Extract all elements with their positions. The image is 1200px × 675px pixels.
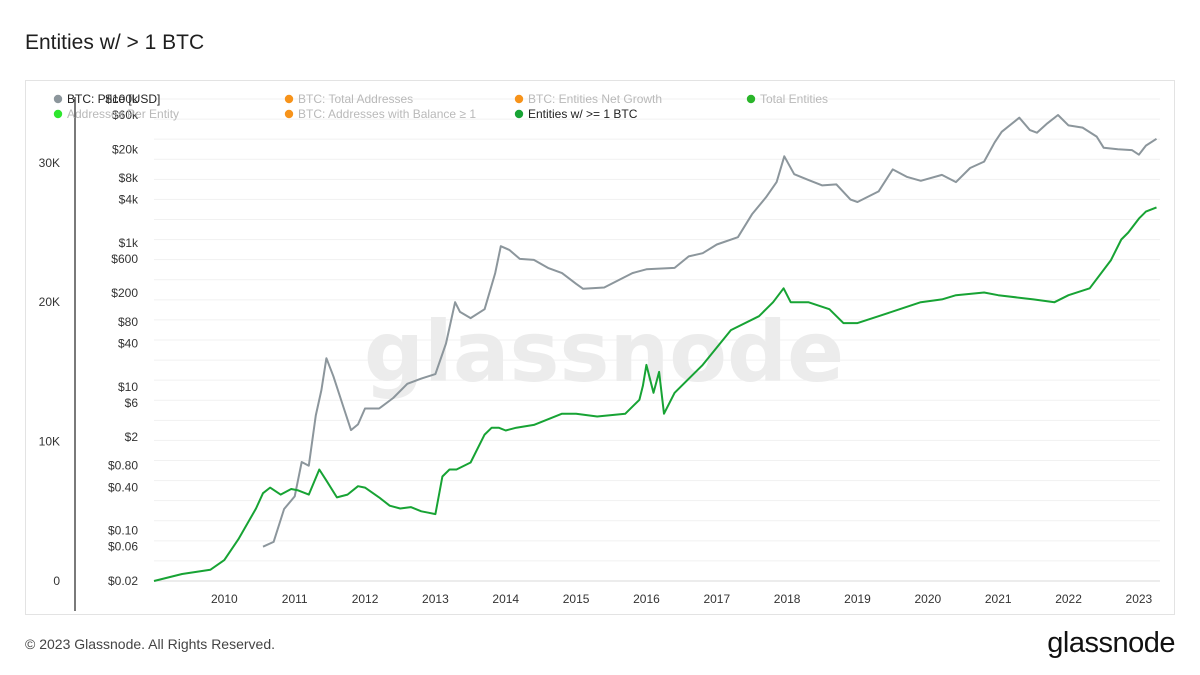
legend-marker — [746, 94, 756, 104]
price-tick-label: $0.40 — [108, 480, 138, 494]
watermark: glassnode — [364, 303, 844, 401]
x-axis-ticks: 2010 2011 2012 2013 2014 2015 2016 2017 2018 2019… — [211, 592, 1153, 606]
brand-logo: glassnode — [1047, 627, 1175, 659]
x-tick-label: 2017 — [703, 592, 730, 606]
legend-marker — [514, 109, 524, 119]
legend-label: BTC: Addresses with Balance ≥ 1 — [298, 107, 476, 121]
x-tick-label: 2010 — [211, 592, 238, 606]
price-tick-label: $200 — [111, 286, 138, 300]
left-axis-ticks: 0 10K 20K 30K — [39, 156, 61, 588]
gridlines — [154, 98, 1160, 582]
entities-tick-label: 0 — [53, 574, 60, 588]
legend-label: Addresses Per Entity — [67, 107, 179, 121]
x-tick-label: 2019 — [844, 592, 871, 606]
x-tick-label: 2020 — [914, 592, 941, 606]
price-axis-ticks: $0.02 $0.06 $0.10 $0.40 $0.80 $2 $6 $10 $40 $80 $2… — [105, 92, 139, 588]
entities-line — [153, 206, 1157, 582]
legend-label: Entities w/ >= 1 BTC — [528, 107, 638, 121]
price-tick-label: $0.06 — [108, 540, 138, 554]
chart-frame: glassnode 0 10K 20K 30K $0.02 $0.06 $0.10 $0.4… — [25, 80, 1175, 615]
legend-label: BTC: Price [USD] — [67, 92, 160, 106]
page-title: Entities w/ > 1 BTC — [25, 31, 205, 54]
price-tick-label: $20k — [112, 142, 139, 156]
price-tick-label: $1k — [119, 236, 139, 250]
price-tick-label: $40 — [118, 336, 138, 350]
chart-svg: glassnode 0 10K 20K 30K $0.02 $0.06 $0.10 $0.4… — [39, 92, 1160, 611]
entities-tick-label: 10K — [39, 435, 60, 449]
legend: BTC: Price [USD] BTC: Total Addresses BTC:… — [53, 92, 828, 121]
x-tick-label: 2021 — [985, 592, 1012, 606]
legend-label: BTC: Entities Net Growth — [528, 92, 662, 106]
price-tick-label: $8k — [119, 171, 139, 185]
series-lines — [153, 114, 1158, 582]
price-tick-label: $2 — [125, 430, 139, 444]
price-tick-label: $10 — [118, 380, 138, 394]
x-tick-label: 2013 — [422, 592, 449, 606]
x-tick-label: 2016 — [633, 592, 660, 606]
legend-label: Total Entities — [760, 92, 828, 106]
legend-marker — [284, 94, 294, 104]
btc-price-line — [262, 114, 1158, 548]
x-tick-label: 2022 — [1055, 592, 1082, 606]
x-tick-label: 2014 — [492, 592, 519, 606]
x-tick-label: 2015 — [563, 592, 590, 606]
price-tick-label: $60k — [112, 108, 139, 122]
legend-marker — [284, 109, 294, 119]
legend-marker — [53, 109, 63, 119]
price-tick-label: $6 — [125, 396, 139, 410]
legend-label: BTC: Total Addresses — [298, 92, 413, 106]
x-tick-label: 2012 — [352, 592, 379, 606]
price-tick-label: $80 — [118, 315, 138, 329]
entities-tick-label: 20K — [39, 295, 60, 309]
legend-marker — [53, 94, 63, 104]
price-tick-label: $4k — [119, 193, 139, 207]
copyright: © 2023 Glassnode. All Rights Reserved. — [25, 636, 276, 652]
legend-marker — [514, 94, 524, 104]
entities-tick-label: 30K — [39, 156, 60, 170]
price-tick-label: $0.02 — [108, 574, 138, 588]
price-tick-label: $600 — [111, 252, 138, 266]
price-tick-label: $0.10 — [108, 524, 138, 538]
x-tick-label: 2018 — [774, 592, 801, 606]
x-tick-label: 2023 — [1126, 592, 1153, 606]
x-tick-label: 2011 — [282, 592, 308, 606]
price-tick-label: $0.80 — [108, 459, 138, 473]
price-tick-label: $100k — [105, 92, 139, 106]
